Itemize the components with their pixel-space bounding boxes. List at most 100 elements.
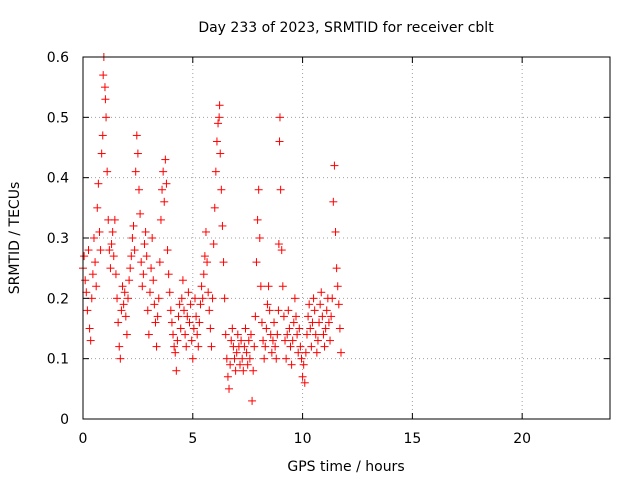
data-point: [196, 300, 205, 309]
data-point: [98, 131, 107, 140]
data-point: [80, 252, 89, 261]
data-point: [186, 300, 195, 309]
data-point: [239, 366, 248, 375]
data-point: [89, 234, 98, 242]
data-point: [100, 83, 109, 92]
data-point: [286, 342, 295, 351]
data-point: [204, 288, 213, 297]
data-point: [82, 288, 91, 297]
data-point: [223, 372, 232, 381]
tick-labels: 0 0.1 0.2 0.3 0.4 0.5 0.6 0 5 10 15 20: [47, 50, 531, 447]
data-point: [105, 246, 114, 255]
data-point: [233, 330, 242, 339]
data-point: [184, 288, 193, 297]
data-point: [257, 318, 266, 327]
data-point: [310, 306, 319, 315]
data-point: [118, 282, 127, 291]
data-point: [289, 318, 298, 327]
data-point: [130, 246, 139, 255]
data-point: [85, 324, 94, 333]
data-point: [119, 300, 128, 309]
data-point: [181, 330, 190, 339]
data-point: [176, 324, 185, 333]
data-point: [193, 330, 202, 339]
data-point: [267, 348, 276, 357]
data-point: [250, 342, 259, 351]
data-point: [228, 324, 237, 333]
data-point: [217, 185, 226, 194]
data-point: [201, 227, 210, 236]
data-point: [282, 354, 291, 363]
data-points: [79, 53, 346, 405]
y-axis-label: SRMTID / TECUs: [7, 182, 23, 295]
data-point: [91, 258, 100, 267]
data-point: [297, 354, 306, 363]
data-point: [162, 179, 171, 188]
data-point: [206, 324, 215, 333]
data-point: [163, 246, 172, 255]
data-point: [215, 101, 224, 110]
data-point: [88, 270, 97, 279]
data-point: [220, 294, 229, 303]
data-point: [284, 306, 293, 315]
data-point: [155, 258, 164, 267]
data-point: [279, 312, 288, 321]
data-point: [160, 197, 169, 206]
data-point: [156, 215, 165, 224]
data-point: [328, 294, 337, 303]
data-point: [252, 258, 261, 267]
data-point: [159, 167, 168, 176]
data-point: [300, 378, 309, 387]
x-tick-label: 15: [403, 431, 421, 447]
data-point: [152, 342, 161, 351]
data-point: [276, 185, 285, 194]
data-point: [95, 227, 104, 236]
data-point: [327, 312, 336, 321]
data-point: [309, 294, 318, 303]
data-point: [139, 270, 148, 279]
data-point: [231, 366, 240, 375]
data-point: [133, 149, 142, 158]
data-point: [311, 330, 320, 339]
data-point: [153, 312, 162, 321]
data-point: [248, 396, 257, 405]
data-point: [151, 318, 160, 327]
data-point: [170, 342, 179, 351]
data-point: [313, 336, 322, 345]
data-point: [265, 306, 274, 315]
data-point: [302, 330, 311, 339]
data-point: [141, 227, 150, 236]
data-point: [182, 342, 191, 351]
data-point: [298, 372, 307, 381]
data-point: [109, 252, 118, 261]
data-point: [172, 366, 181, 375]
data-point: [261, 342, 270, 351]
data-point: [287, 360, 296, 369]
data-point: [124, 294, 133, 303]
data-point: [226, 360, 235, 369]
data-point: [134, 185, 143, 194]
data-point: [138, 282, 147, 291]
data-point: [102, 113, 111, 122]
data-point: [127, 252, 136, 261]
data-point: [237, 336, 246, 345]
data-point: [249, 366, 258, 375]
data-point: [334, 300, 343, 309]
data-point: [218, 221, 227, 230]
data-point: [210, 203, 219, 212]
data-point: [208, 294, 217, 303]
x-tick-label: 20: [513, 431, 531, 447]
data-point: [268, 336, 277, 345]
data-point: [114, 318, 123, 327]
data-point: [106, 264, 115, 273]
data-point: [110, 215, 119, 224]
data-point: [296, 342, 305, 351]
data-point: [171, 348, 180, 357]
data-point: [81, 276, 90, 285]
data-point: [225, 384, 234, 393]
data-point: [318, 312, 327, 321]
data-point: [274, 306, 283, 315]
data-point: [270, 318, 279, 327]
data-point: [87, 294, 96, 303]
data-point: [94, 179, 103, 188]
